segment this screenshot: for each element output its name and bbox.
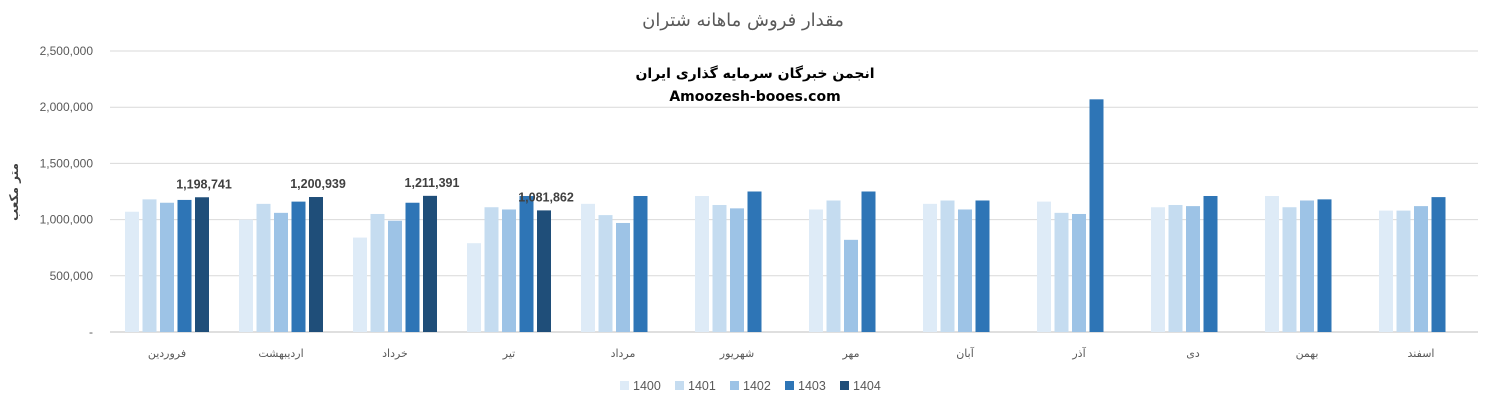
bar-1403-11 [1431,197,1446,332]
bar-1400-3 [467,243,481,332]
bar-1400-5 [695,195,709,332]
bar-1402-8 [1072,213,1086,332]
bar-1404-2 [423,195,437,332]
data-label: 1,081,862 [518,190,574,204]
legend-swatch-1401 [675,381,684,390]
y-tick-label: 500,000 [50,269,94,283]
bar-1403-5 [747,191,762,332]
bar-1402-2 [388,220,402,332]
bar-1400-6 [809,209,823,332]
bar-1403-9 [1203,195,1218,332]
x-category-label: مهر [841,347,859,360]
y-tick-label: 1,500,000 [40,156,94,170]
bar-1404-3 [537,210,551,332]
legend: 1400 1401 1402 1403 1404 [620,379,881,393]
x-category-label: دی [1186,347,1200,360]
bar-1402-11 [1414,206,1428,332]
legend-label: 1401 [688,379,716,393]
bar-1401-11 [1396,210,1411,332]
bar-1400-0 [125,211,139,332]
x-category-label: آذر [1071,346,1086,360]
x-category-label: مرداد [611,347,636,360]
data-labels: 1,198,741 1,200,939 1,211,391 1,081,862 [176,176,574,205]
watermark-line-2: Amoozesh-booes.com [669,89,840,105]
bar-1403-10 [1317,199,1332,332]
bar-1403-1 [291,201,306,332]
bar-1403-6 [861,191,876,332]
x-category-label: خرداد [382,347,408,360]
bar-1401-7 [940,200,955,332]
legend-swatch-1400 [620,381,629,390]
bar-1400-7 [923,203,937,332]
bar-1403-3 [519,195,534,332]
y-tick-label: 2,500,000 [40,44,94,58]
legend-label: 1404 [853,379,881,393]
bar-1400-9 [1151,207,1165,332]
x-category-label: شهریور [719,347,754,360]
legend-swatch-1404 [840,381,849,390]
bar-1402-3 [502,209,516,332]
y-tick-label: - [89,325,93,339]
bar-1404-1 [309,197,323,332]
x-category-label: اردیبهشت [258,347,303,360]
gridlines [110,50,1478,333]
bar-1401-9 [1168,204,1183,332]
bar-1402-10 [1300,200,1314,332]
bar-1402-0 [160,202,174,332]
bar-1400-1 [239,219,253,332]
bar-1400-11 [1379,210,1393,332]
bar-1400-8 [1037,201,1051,332]
data-label: 1,198,741 [176,177,232,191]
bar-1403-0 [177,199,192,332]
bar-1401-4 [598,215,613,332]
bar-1402-5 [730,208,744,332]
bar-1400-10 [1265,195,1279,332]
x-axis-categories: فروردین اردیبهشت خرداد تیر مرداد شهریور مهر آبا… [148,346,1435,360]
bar-1401-6 [826,200,841,332]
watermark-line-1: انجمن خبرگان سرمایه گذاری ایران [635,65,874,82]
bar-1401-5 [712,204,727,332]
legend-swatch-1403 [785,381,794,390]
x-category-label: آبان [956,346,974,360]
bar-1403-2 [405,202,420,332]
y-axis-label: متر مکعب [7,163,21,221]
x-category-label: تیر [502,347,515,360]
bar-1401-0 [142,199,157,332]
data-label: 1,211,391 [405,176,460,190]
legend-label: 1403 [798,379,826,393]
y-tick-label: 1,000,000 [40,213,94,227]
bar-1403-8 [1089,99,1104,332]
bar-1401-8 [1054,212,1069,332]
x-category-label: بهمن [1296,347,1319,360]
bar-1403-7 [975,200,990,332]
bar-1403-4 [633,195,648,332]
x-category-label: اسفند [1408,347,1435,360]
data-label: 1,200,939 [290,177,346,191]
bar-1401-3 [484,207,499,332]
bar-1402-1 [274,212,288,332]
legend-label: 1402 [743,379,771,393]
bar-1401-10 [1282,207,1297,332]
bar-1401-1 [256,203,271,332]
bar-1401-2 [370,213,385,332]
legend-label: 1400 [633,379,661,393]
y-axis-ticks: - 500,000 1,000,000 1,500,000 2,000,000 2,500… [40,44,94,339]
bar-1404-0 [195,197,209,332]
bar-1402-6 [844,239,858,332]
x-category-label: فروردین [148,347,186,360]
y-tick-label: 2,000,000 [40,100,94,114]
bar-1402-9 [1186,206,1200,332]
bar-1402-7 [958,209,972,332]
bars [125,99,1446,332]
bar-1402-4 [616,222,630,332]
chart-title: مقدار فروش ماهانه شتران [642,10,844,31]
bar-1400-2 [353,237,367,332]
bar-1400-4 [581,203,595,332]
legend-swatch-1402 [730,381,739,390]
